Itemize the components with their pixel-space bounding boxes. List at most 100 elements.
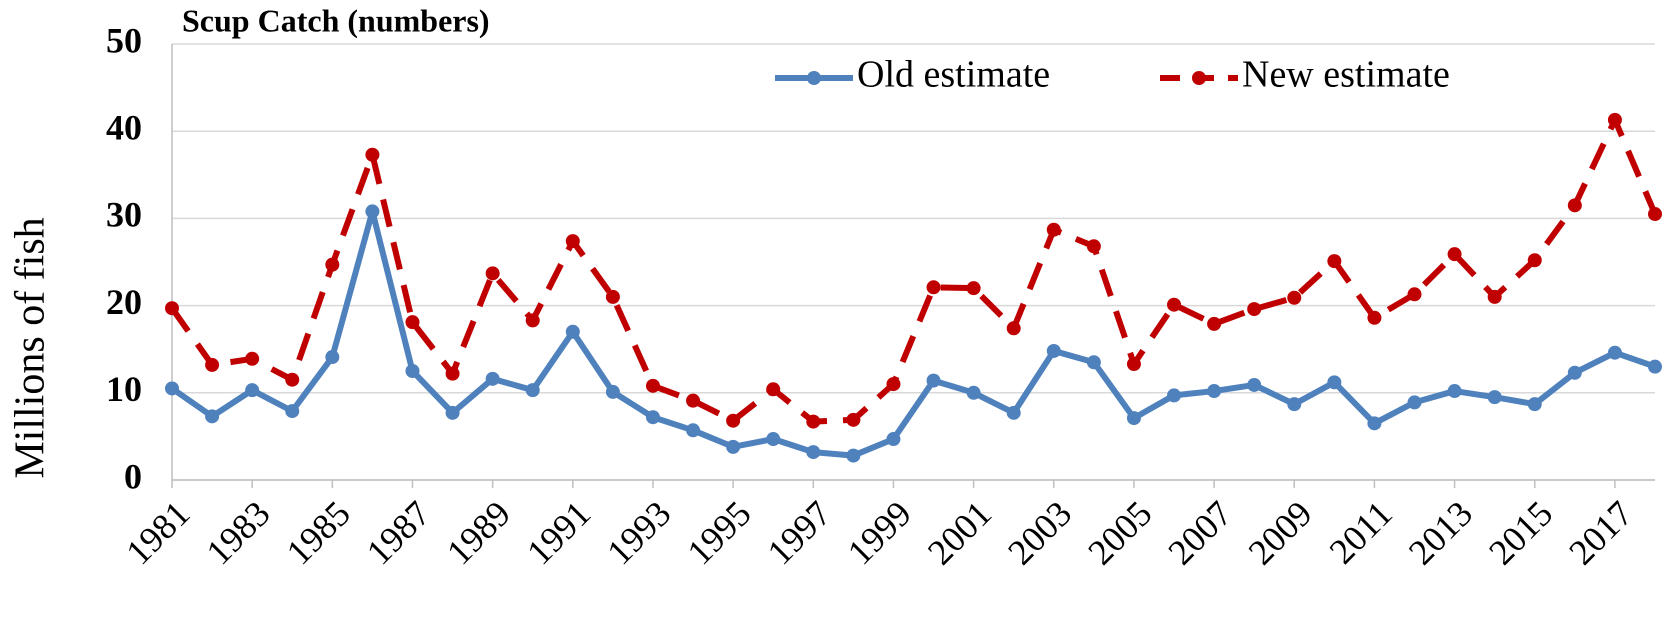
data-point	[926, 280, 941, 295]
data-point	[565, 234, 580, 249]
data-point	[806, 414, 821, 429]
data-point	[525, 383, 540, 398]
data-point	[1046, 343, 1061, 358]
data-point	[726, 439, 741, 454]
data-point	[645, 410, 660, 425]
x-tick-label: 2003	[1000, 493, 1079, 572]
data-point	[1126, 357, 1141, 372]
data-point	[1086, 239, 1101, 254]
data-point	[1207, 384, 1222, 399]
data-point	[1247, 302, 1262, 317]
data-point	[926, 373, 941, 388]
chart-title: Scup Catch (numbers)	[182, 2, 490, 38]
legend-label: Old estimate	[857, 54, 1050, 96]
data-point	[1287, 290, 1302, 305]
x-tick-label: 2005	[1080, 493, 1159, 572]
data-point	[445, 366, 460, 381]
data-point	[1447, 247, 1462, 262]
data-point	[1607, 112, 1622, 127]
data-point	[165, 301, 179, 316]
data-point	[1567, 198, 1582, 213]
data-point	[605, 384, 620, 399]
data-point	[1487, 390, 1502, 405]
data-point	[1126, 411, 1141, 426]
data-point	[886, 432, 901, 447]
data-point	[966, 281, 981, 296]
data-point	[1648, 207, 1662, 222]
x-tick-label: 1987	[359, 493, 438, 572]
data-point	[1006, 321, 1021, 336]
data-point	[245, 383, 260, 398]
data-point	[205, 357, 220, 372]
data-point	[285, 404, 300, 419]
x-tick-label: 1999	[840, 493, 919, 572]
data-point	[886, 377, 901, 392]
data-point	[846, 412, 861, 427]
data-point	[405, 364, 420, 378]
data-point	[1607, 345, 1622, 360]
x-tick-label: 2009	[1241, 493, 1320, 572]
data-point	[766, 432, 781, 447]
data-point	[1648, 359, 1662, 374]
data-point	[245, 351, 260, 366]
data-point	[165, 381, 179, 396]
x-tick-label: 2011	[1322, 493, 1400, 571]
data-point	[1367, 416, 1382, 431]
data-point	[1086, 355, 1101, 370]
data-point	[686, 393, 701, 408]
data-point	[645, 378, 660, 393]
data-point	[1207, 316, 1222, 331]
data-point	[525, 313, 540, 328]
data-point	[365, 204, 380, 219]
data-point	[565, 324, 580, 339]
x-tick-label: 2015	[1481, 493, 1560, 572]
x-tick-label: 1991	[519, 493, 598, 572]
data-point	[405, 315, 420, 330]
y-tick-label: 0	[124, 456, 142, 496]
data-point	[1367, 310, 1382, 325]
x-tick-label: 2013	[1401, 493, 1480, 572]
data-point	[205, 409, 220, 424]
y-tick-label: 40	[106, 107, 142, 147]
y-tick-label: 30	[106, 195, 142, 235]
data-point	[1487, 289, 1502, 304]
legend-marker	[1192, 71, 1206, 85]
x-tick-label: 1997	[760, 493, 839, 572]
data-point	[686, 423, 701, 438]
data-point	[1167, 388, 1182, 403]
x-tick-label: 1983	[198, 493, 277, 572]
data-point	[365, 147, 380, 162]
data-point	[445, 405, 460, 420]
data-point	[1567, 365, 1582, 380]
data-point	[605, 289, 620, 304]
x-tick-label: 2001	[920, 493, 999, 572]
legend-marker	[807, 71, 821, 85]
x-tick-label: 1985	[279, 493, 358, 572]
data-point	[285, 372, 300, 387]
data-point	[846, 448, 861, 463]
data-point	[1006, 405, 1021, 420]
x-tick-label: 1981	[118, 493, 197, 572]
legend-label: New estimate	[1242, 54, 1450, 96]
data-point	[766, 382, 781, 397]
data-point	[1447, 384, 1462, 399]
y-tick-label: 10	[106, 369, 142, 409]
data-point	[1407, 395, 1422, 410]
data-point	[1167, 297, 1182, 312]
data-point	[1327, 254, 1342, 269]
data-point	[1527, 397, 1542, 412]
data-point	[726, 413, 741, 428]
data-point	[325, 350, 340, 365]
data-point	[1407, 287, 1422, 302]
x-tick-label: 1993	[599, 493, 678, 572]
data-point	[1247, 377, 1262, 392]
data-point	[1527, 253, 1542, 268]
x-tick-label: 1989	[439, 493, 518, 572]
data-point	[485, 371, 500, 386]
x-tick-label: 2017	[1561, 493, 1640, 572]
y-tick-label: 50	[106, 20, 142, 60]
y-axis-label: Millions of fish	[8, 217, 54, 478]
series-line	[170, 208, 1656, 459]
data-point	[1046, 222, 1061, 237]
